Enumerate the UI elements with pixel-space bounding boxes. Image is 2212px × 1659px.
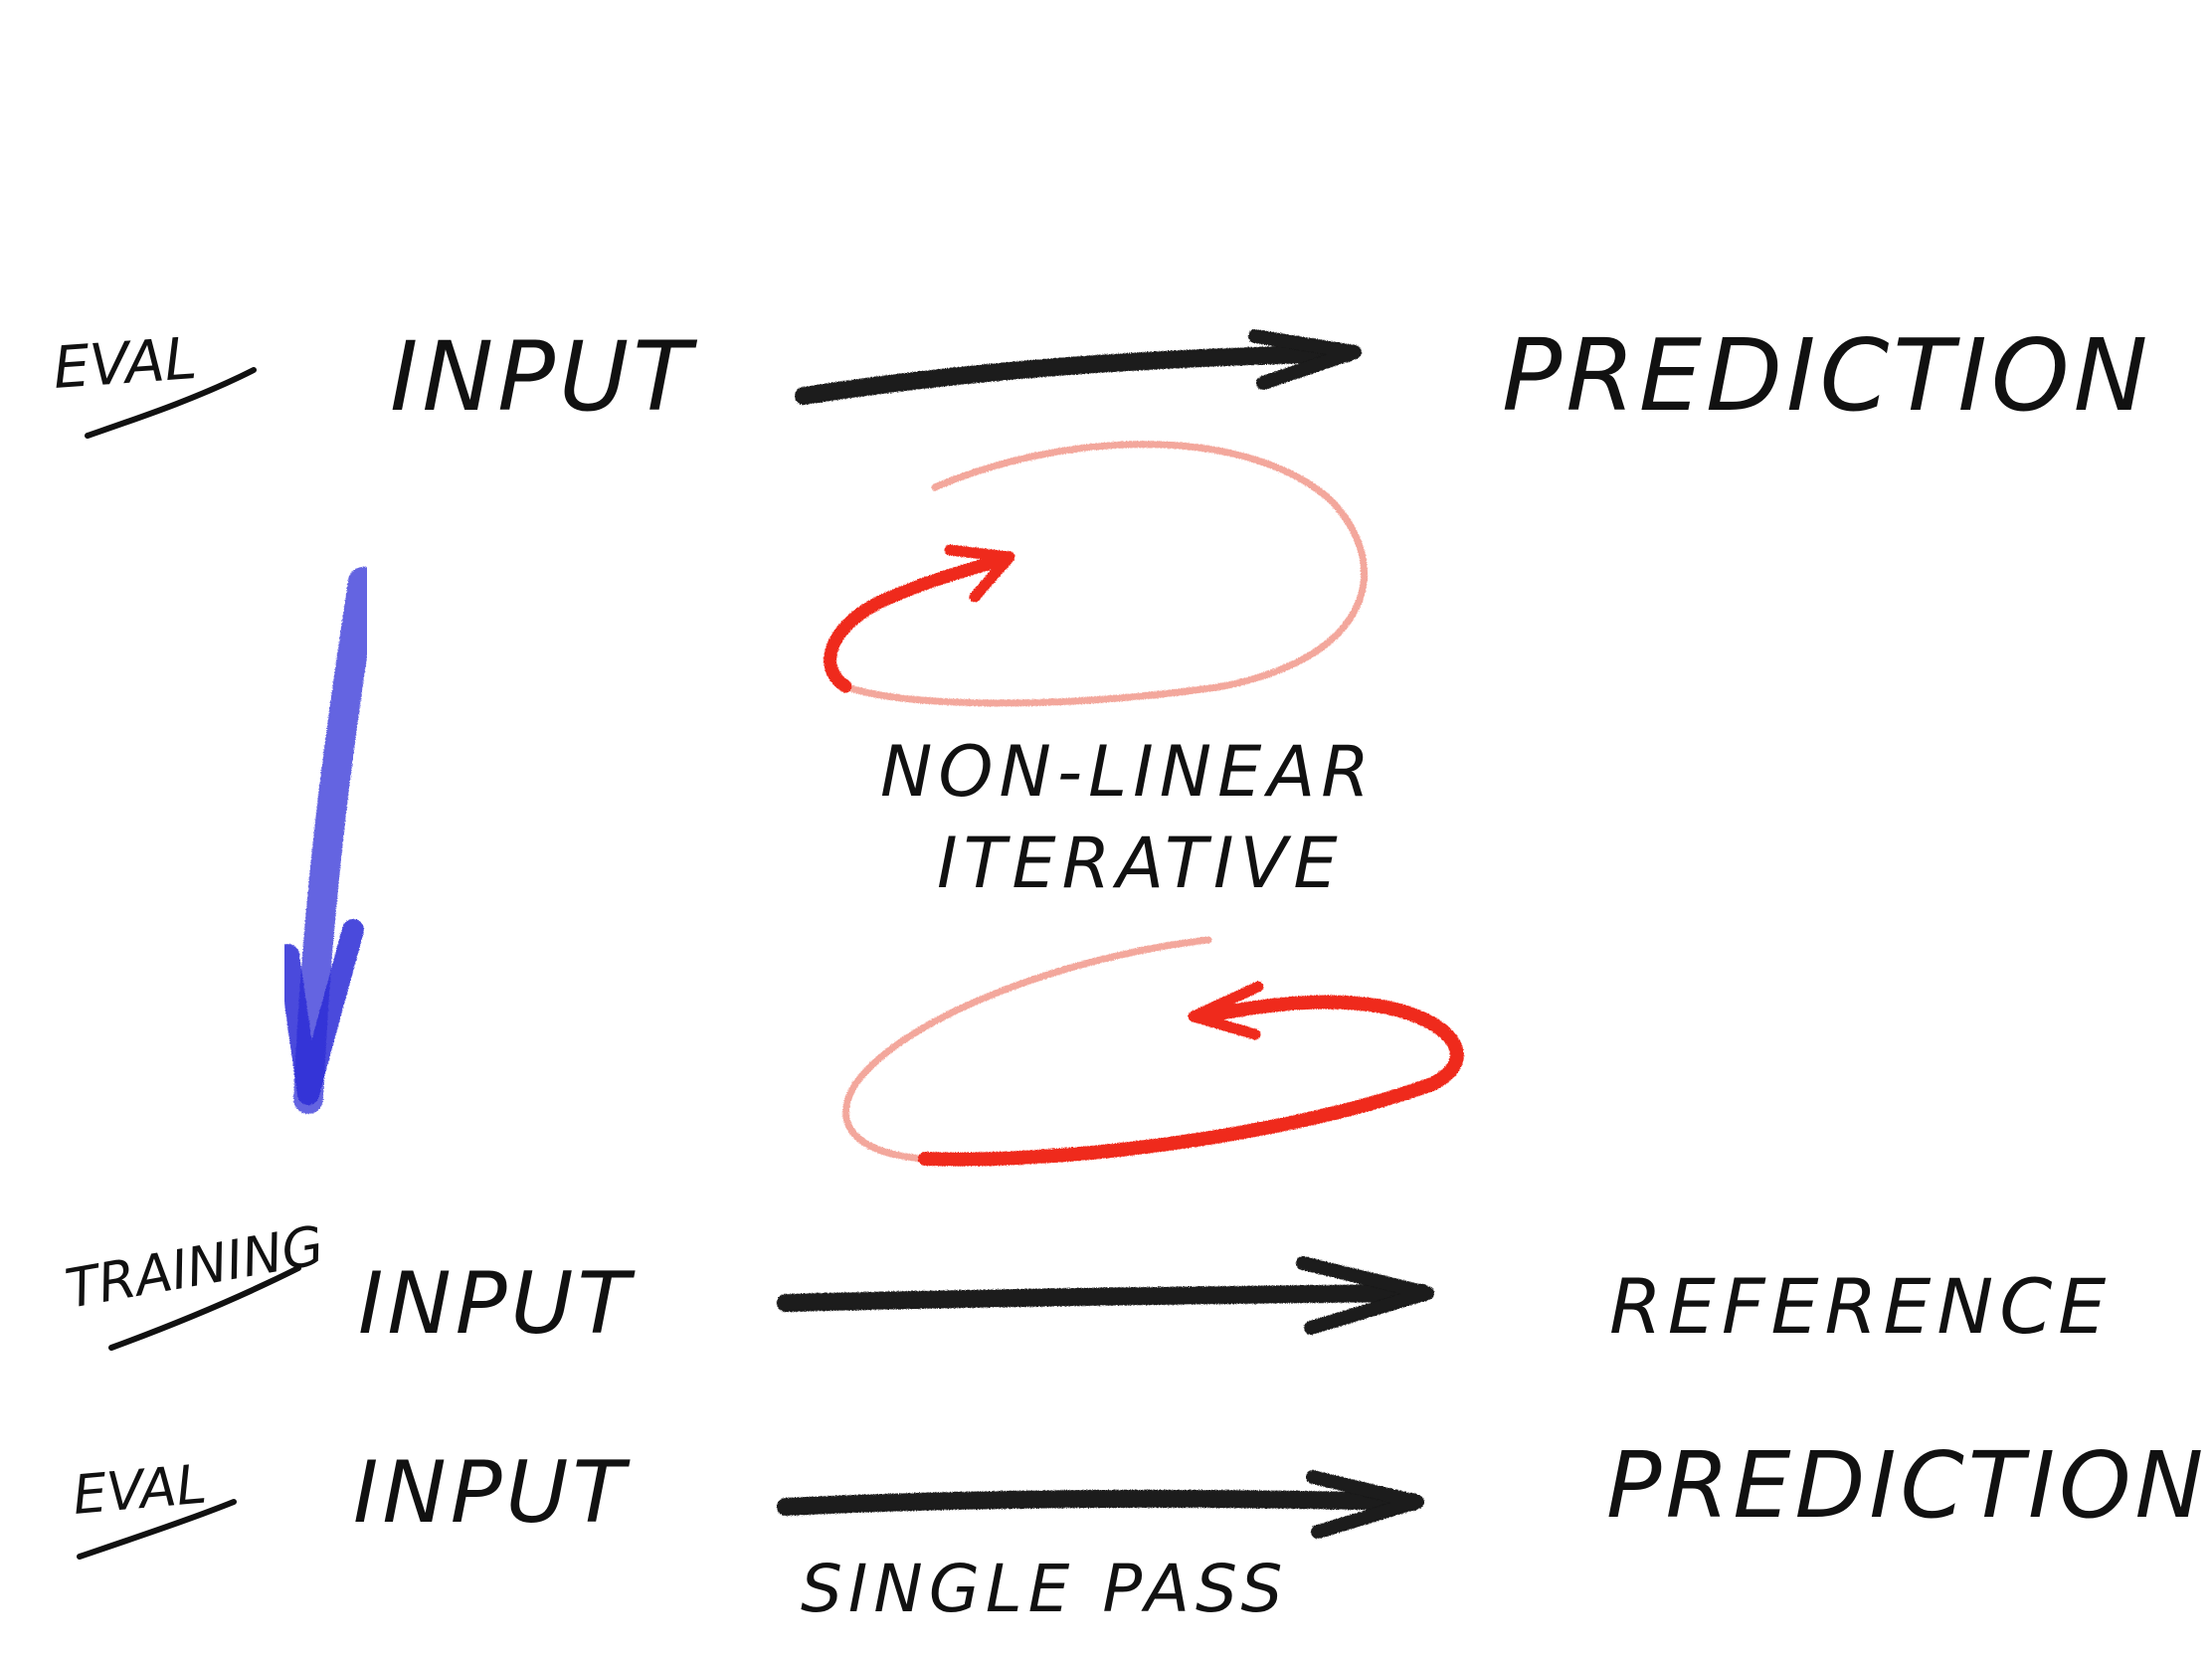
- training-underline: [108, 1265, 301, 1351]
- down-arrow-icon: [277, 567, 378, 1114]
- upper-loop-arrow-icon: [824, 441, 1368, 707]
- training-tag: TRAINING: [61, 1213, 328, 1321]
- bottom-output-label: PREDICTION: [1606, 1432, 2207, 1539]
- top-arrow-right-icon: [795, 329, 1362, 405]
- bottom-arrow-right-icon: [777, 1470, 1424, 1539]
- single-pass-caption: SINGLE PASS: [801, 1551, 1288, 1627]
- training-input-label: INPUT: [358, 1254, 637, 1354]
- training-arrow-right-icon: [777, 1256, 1434, 1335]
- bottom-eval-underline: [77, 1499, 237, 1560]
- training-output-label: REFERENCE: [1609, 1262, 2112, 1351]
- lower-loop-arrow-icon: [842, 936, 1464, 1167]
- bottom-eval-tag: EVAL: [71, 1452, 209, 1526]
- top-output-label: PREDICTION: [1502, 317, 2151, 434]
- iterative-caption-line1: NON-LINEAR: [880, 731, 1376, 813]
- top-eval-underline: [85, 367, 257, 439]
- top-eval-tag: EVAL: [51, 324, 199, 402]
- iterative-caption: NON-LINEAR ITERATIVE: [880, 731, 1376, 904]
- bottom-input-label: INPUT: [353, 1443, 632, 1543]
- top-input-label: INPUT: [390, 321, 697, 433]
- top-row: EVAL INPUT PREDICTION: [51, 317, 2151, 439]
- training-row: TRAINING INPUT REFERENCE: [61, 1213, 2112, 1354]
- iterative-caption-line2: ITERATIVE: [937, 823, 1344, 904]
- bottom-row: EVAL INPUT PREDICTION SINGLE PASS: [71, 1432, 2207, 1627]
